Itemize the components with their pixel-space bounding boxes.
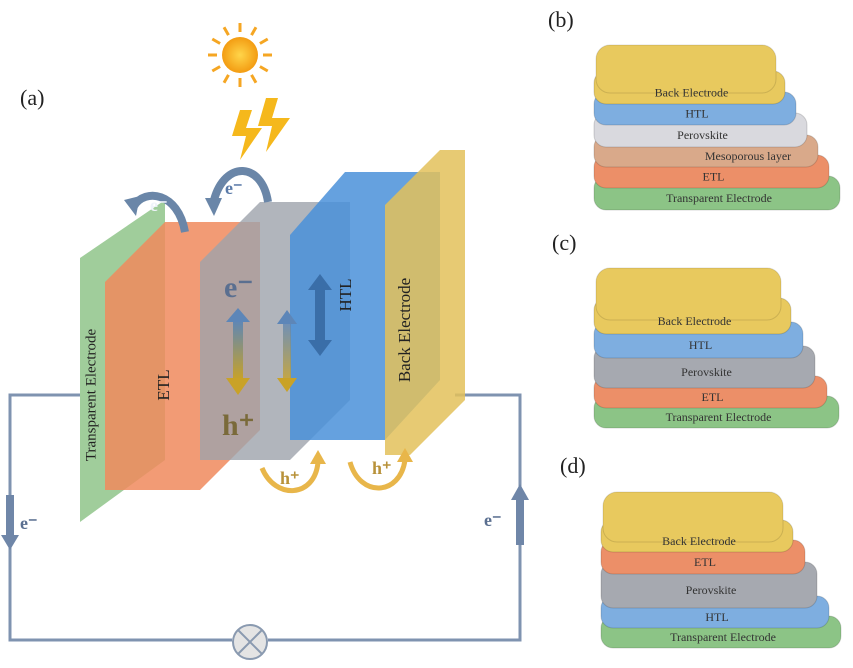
carrier-arrow xyxy=(283,322,291,380)
stack-top xyxy=(602,491,784,543)
hole-arrow xyxy=(259,461,321,494)
panel-label: (c) xyxy=(552,230,576,255)
electron-arrow xyxy=(210,167,272,203)
layer-label: HTL xyxy=(336,278,355,311)
htl-arrow xyxy=(308,274,332,290)
layer-label: ETL xyxy=(154,369,173,400)
electron-label: e⁻ xyxy=(20,513,38,533)
stack-layer-label: Back Electrode xyxy=(658,314,732,328)
layer-label: Back Electrode xyxy=(395,278,414,382)
hole-label: h⁺ xyxy=(222,409,255,442)
stack-layer-label: HTL xyxy=(689,338,712,352)
electron-label: e⁻ xyxy=(225,178,243,198)
lamp-cross xyxy=(237,629,263,655)
stack-layer-label: ETL xyxy=(694,555,716,569)
stack-layer-label: ETL xyxy=(703,169,725,183)
stack-layer-label: Transparent Electrode xyxy=(666,191,772,205)
stack-layer-label: Perovskite xyxy=(681,365,732,379)
stack-layer-label: Transparent Electrode xyxy=(666,410,772,424)
panel-a: (a) Transparent xyxy=(1,23,529,660)
hole-label: h⁺ xyxy=(280,468,300,488)
lightning xyxy=(232,110,262,160)
stack-panels: Back Electrode HTL Perovskite Mesoporous la… xyxy=(593,44,842,649)
electron-arrow xyxy=(205,198,222,216)
lightning xyxy=(258,98,290,152)
sun xyxy=(222,37,258,73)
ray xyxy=(222,74,230,84)
stack-layer-label: Perovskite xyxy=(677,128,728,142)
layer-label: Transparent Electrode xyxy=(83,329,99,462)
wire-arrow xyxy=(1,495,19,550)
stack-layer-label: HTL xyxy=(685,106,708,120)
htl-arrow xyxy=(315,288,325,342)
stack-layer-label: HTL xyxy=(705,610,728,624)
stack-top xyxy=(595,267,782,321)
sun-rays xyxy=(208,23,272,87)
hole-arrow xyxy=(310,450,326,464)
ray xyxy=(211,37,221,45)
carrier-arrow xyxy=(277,310,297,324)
carrier-arrow xyxy=(226,378,250,395)
back-electrode-layer xyxy=(385,150,465,455)
carrier-arrow xyxy=(226,308,250,322)
wire-arrow xyxy=(511,484,529,545)
ray xyxy=(250,74,258,84)
electron-label: e⁻ xyxy=(224,271,253,304)
stack-layer-label: ETL xyxy=(702,390,724,404)
stack-layer-label: Back Electrode xyxy=(662,534,736,548)
electron-label: e⁻ xyxy=(484,510,502,530)
htl-arrow xyxy=(308,340,332,356)
hole-label: h⁺ xyxy=(372,458,392,478)
stack-layer-label: Back Electrode xyxy=(655,85,729,99)
ray xyxy=(222,26,230,36)
panel-label: (d) xyxy=(560,453,586,478)
electron-label: e⁻ xyxy=(150,195,168,215)
panel-label: (a) xyxy=(20,85,44,110)
ray xyxy=(259,37,269,45)
ray xyxy=(259,65,269,73)
stack-layer-label: Transparent Electrode xyxy=(670,630,776,644)
panel-label: (b) xyxy=(548,7,574,32)
electron-arrow xyxy=(124,196,140,216)
carrier-arrow xyxy=(233,320,243,380)
hole-arrow xyxy=(347,459,408,491)
ray xyxy=(211,65,221,73)
carrier-arrow xyxy=(277,378,297,392)
stack-layer-label: Perovskite xyxy=(686,583,737,597)
hole-arrow xyxy=(397,448,413,462)
stack-top xyxy=(595,44,777,94)
stack-layer-label: Mesoporous layer xyxy=(705,149,791,163)
ray xyxy=(250,26,258,36)
